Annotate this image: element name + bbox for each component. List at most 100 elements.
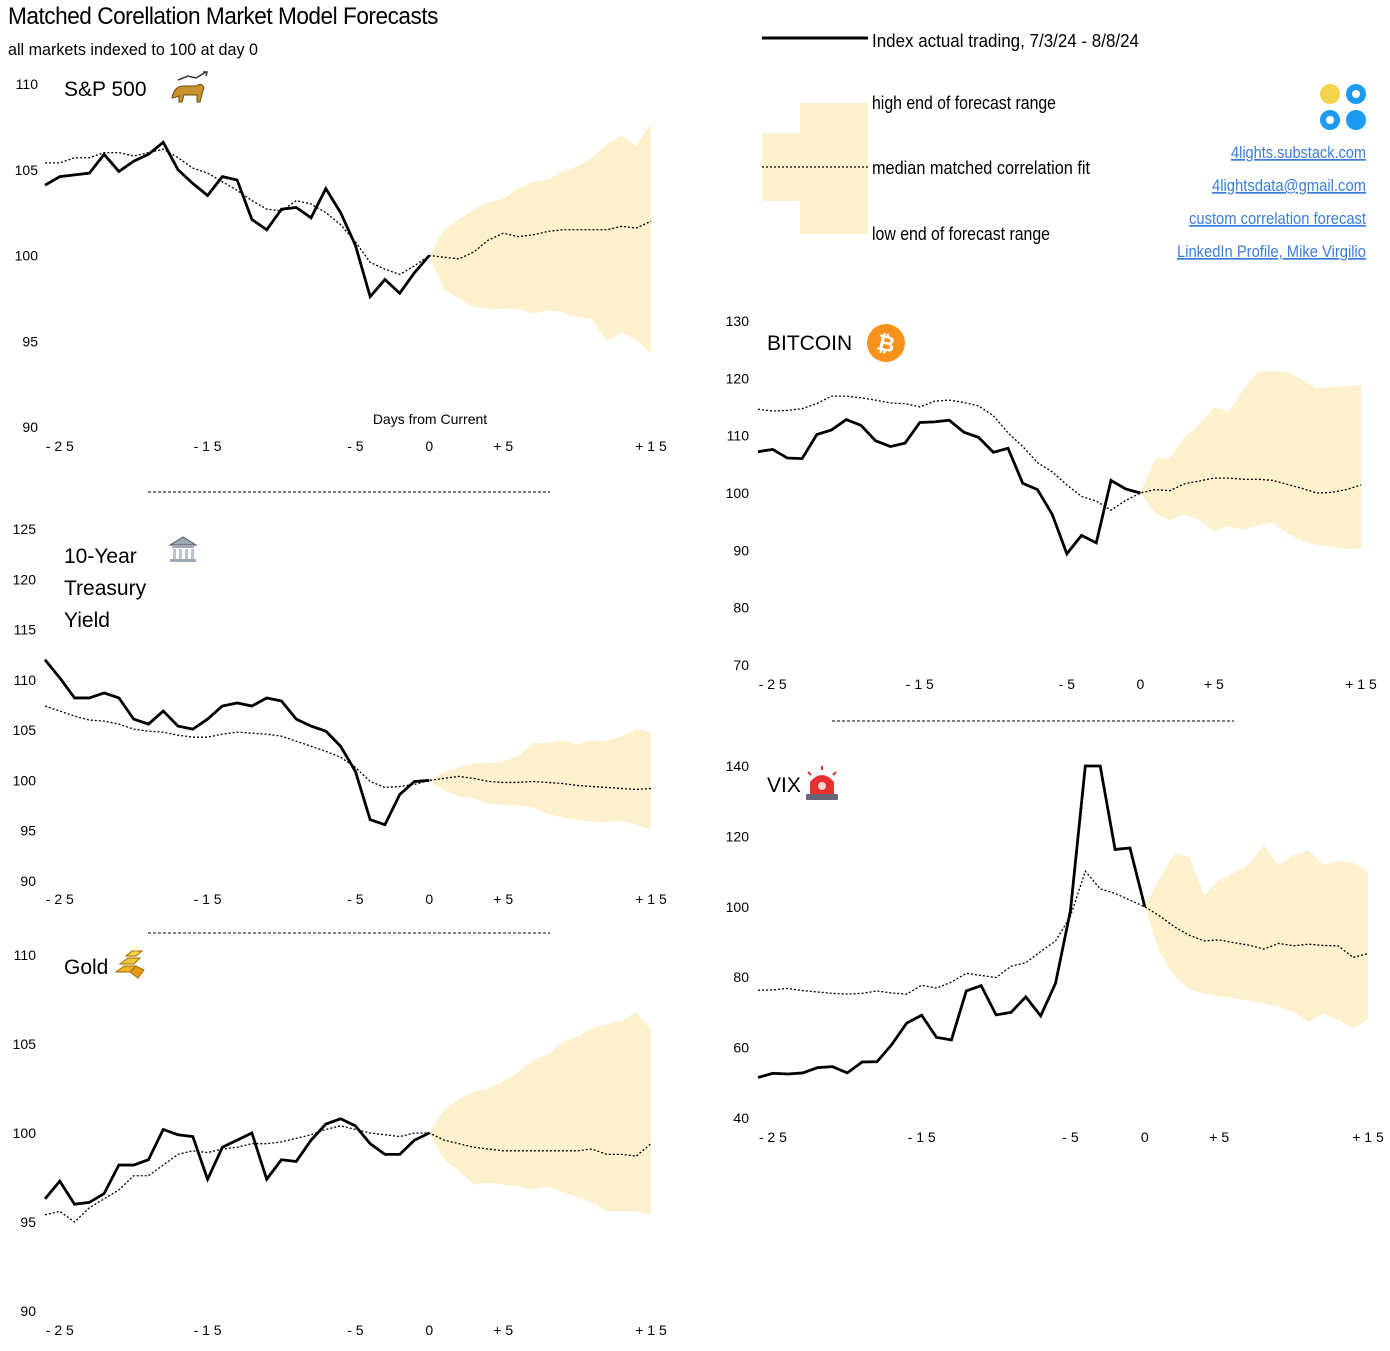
gold-x-tick-label: + 1 5 <box>635 1322 667 1338</box>
vix-x-tick-label: - 5 <box>1062 1129 1079 1145</box>
bitcoin-title: BITCOIN <box>767 332 852 355</box>
treasury-y-tick-label: 105 <box>13 722 37 738</box>
custom-forecast-link[interactable]: custom correlation forecast <box>1189 209 1366 228</box>
bitcoin-actual-line <box>757 418 1141 557</box>
sp500-y-tick-label: 110 <box>16 76 39 92</box>
gold-forecast-band <box>429 1011 651 1215</box>
legend-median-label: median matched correlation fit <box>872 158 1090 178</box>
treasury-y-tick-label: 110 <box>14 672 37 688</box>
vix-forecast-band <box>1144 845 1368 1029</box>
legend-actual-label: Index actual trading, 7/3/24 - 8/8/24 <box>872 31 1139 51</box>
vix-y-tick-label: 100 <box>726 899 750 915</box>
gold-actual-line <box>43 1117 430 1206</box>
bitcoin-x-tick-label: + 1 5 <box>1345 676 1377 692</box>
bitcoin-y-tick-label: 70 <box>733 657 749 673</box>
gold-bars-icon <box>114 946 145 979</box>
sp500-x-tick-label: - 5 <box>347 438 364 454</box>
sp500-y-tick-label: 95 <box>22 333 38 349</box>
treasury-title: Yield <box>64 609 110 632</box>
vix-actual-line <box>757 764 1147 1079</box>
treasury-title: 10-Year <box>64 545 137 568</box>
treasury-actual-line <box>43 658 430 827</box>
sp500-x-axis-title: Days from Current <box>373 411 487 427</box>
four-lights-logo-icon <box>1320 84 1366 130</box>
sp500-forecast-band <box>429 123 651 354</box>
gold-x-tick-label: + 5 <box>493 1322 513 1338</box>
vix-x-tick-label: - 1 5 <box>908 1129 936 1145</box>
sp500-x-tick-label: + 5 <box>493 438 513 454</box>
bull-icon <box>171 71 208 103</box>
sp500-y-tick-label: 100 <box>15 248 39 264</box>
bitcoin-icon: ₿ <box>867 324 905 362</box>
bitcoin-y-tick-label: 130 <box>726 313 750 329</box>
treasury-y-tick-label: 95 <box>20 823 36 839</box>
substack-link[interactable]: 4lights.substack.com <box>1231 143 1366 162</box>
sp500-x-tick-label: - 1 5 <box>194 438 222 454</box>
treasury-x-tick-label: + 5 <box>493 891 513 907</box>
bitcoin-x-tick-label: - 1 5 <box>906 676 934 692</box>
gold-y-tick-label: 100 <box>13 1125 37 1141</box>
sp500-x-tick-label: - 2 5 <box>46 438 74 454</box>
vix-y-tick-label: 80 <box>733 969 749 985</box>
gold-y-tick-label: 105 <box>13 1036 37 1052</box>
treasury-x-tick-label: 0 <box>425 891 433 907</box>
bitcoin-y-tick-label: 100 <box>726 485 750 501</box>
sp500-title: S&P 500 <box>64 78 147 101</box>
gold-x-tick-label: - 5 <box>347 1322 364 1338</box>
gold-median-line <box>44 1125 652 1223</box>
page-title: Matched Corellation Market Model Forecas… <box>8 3 438 30</box>
sp500-y-tick-label: 105 <box>15 162 39 178</box>
treasury-x-tick-label: + 1 5 <box>635 891 667 907</box>
svg-text:₿: ₿ <box>875 329 898 357</box>
legend-low-label: low end of forecast range <box>872 224 1050 244</box>
bitcoin-y-tick-label: 80 <box>733 600 749 616</box>
chart-panel-gold: 90 95 100 105 110 - 2 5 - 1 5 - 5 0 + 5 + 1 5 Gold <box>13 947 667 1338</box>
bitcoin-median-line <box>757 395 1362 511</box>
treasury-y-tick-label: 100 <box>13 772 37 788</box>
page-subtitle: all markets indexed to 100 at day 0 <box>8 40 258 59</box>
chart-panel-vix: 40 60 80 100 120 140 - 2 5 - 1 5 - 5 0 + 5 + 1 5 VIX <box>726 758 1384 1145</box>
gold-x-tick-label: 0 <box>425 1322 433 1338</box>
sp500-actual-line <box>44 140 431 300</box>
bitcoin-forecast-band <box>1140 371 1361 549</box>
treasury-median-line <box>44 705 652 791</box>
vix-title: VIX <box>767 774 801 797</box>
chart-panel-sp500: 90 95 100 105 110 - 2 5 - 1 5 - 5 0 + 5 + 1 5 S&P 5… <box>15 76 667 454</box>
chart-panel-treasury: 90 95 100 105 110 115 120 125 - 2 5 - 1 5 - 5 0 + 5 +… <box>13 521 667 907</box>
vix-x-tick-label: + 5 <box>1209 1129 1229 1145</box>
treasury-y-tick-label: 90 <box>20 873 36 889</box>
treasury-x-tick-label: - 5 <box>347 891 364 907</box>
bitcoin-y-tick-label: 120 <box>726 370 750 386</box>
bitcoin-x-tick-label: - 5 <box>1059 676 1076 692</box>
gold-y-tick-label: 90 <box>20 1303 36 1319</box>
gold-y-tick-label: 95 <box>20 1214 36 1230</box>
treasury-x-tick-label: - 1 5 <box>194 891 222 907</box>
chart-panel-bitcoin: 70 80 90 100 110 120 130 - 2 5 - 1 5 - 5 0 + 5 + 1 5… <box>726 313 1377 692</box>
bank-icon <box>168 536 198 562</box>
linkedin-link[interactable]: LinkedIn Profile, Mike Virgilio <box>1177 242 1366 261</box>
sp500-median-line <box>45 148 652 276</box>
gold-x-tick-label: - 2 5 <box>46 1322 74 1338</box>
bitcoin-y-tick-label: 90 <box>733 542 749 558</box>
vix-y-tick-label: 120 <box>726 828 750 844</box>
bitcoin-x-tick-label: - 2 5 <box>759 676 787 692</box>
treasury-y-tick-label: 115 <box>14 622 37 638</box>
vix-x-tick-label: 0 <box>1141 1129 1149 1145</box>
siren-icon <box>806 766 838 800</box>
bitcoin-y-tick-label: 110 <box>727 428 750 444</box>
vix-y-tick-label: 40 <box>733 1110 749 1126</box>
vix-y-tick-label: 60 <box>733 1040 749 1056</box>
vix-x-tick-label: - 2 5 <box>759 1129 787 1145</box>
treasury-title: Treasury <box>64 577 147 600</box>
gold-title: Gold <box>64 956 108 979</box>
treasury-x-tick-label: - 2 5 <box>46 891 74 907</box>
sp500-x-tick-label: 0 <box>425 438 433 454</box>
sp500-y-tick-label: 90 <box>22 419 38 435</box>
email-link[interactable]: 4lightsdata@gmail.com <box>1212 176 1366 195</box>
sp500-x-tick-label: + 1 5 <box>635 438 667 454</box>
gold-x-tick-label: - 1 5 <box>194 1322 222 1338</box>
legend-high-label: high end of forecast range <box>872 93 1056 113</box>
treasury-y-tick-label: 125 <box>13 521 37 537</box>
legend-band-swatch <box>800 103 868 234</box>
